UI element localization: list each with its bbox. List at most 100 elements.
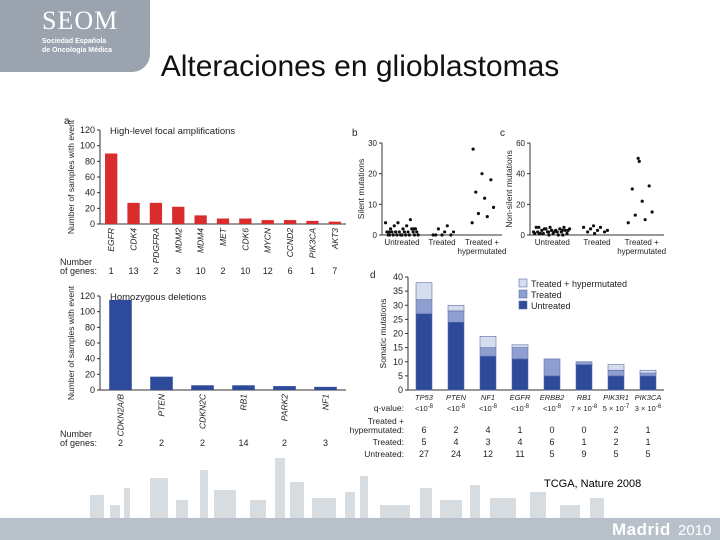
y-axis-label: Somatic mutations [378,299,388,369]
y-tick-label: 40 [85,188,95,198]
group-label: hypermutated [458,247,507,256]
stacked-bar-segment [479,347,497,357]
y-tick-label: 0 [521,231,526,240]
scatter-point [626,221,630,225]
footer-band [0,518,720,540]
bar [172,206,185,224]
scatter-point [586,230,590,234]
scatter-point [582,225,586,229]
bar [149,202,163,224]
scatter-point [408,218,412,222]
y-tick-label: 0 [373,231,378,240]
skyline-building [470,485,480,540]
count-value: 6 [421,425,426,435]
y-tick-label: 80 [85,322,95,332]
stacked-bar-segment [543,358,561,377]
gene-count-label: 2 [200,438,205,448]
scatter-point [556,233,560,237]
scatter-point [485,215,489,219]
group-label: hypermutated [617,247,666,256]
scatter-point [560,228,565,232]
bar [109,299,132,390]
scatter-point [633,213,637,217]
y-tick-label: 20 [85,369,95,379]
scatter-point [540,228,544,232]
panel-title: Homozygous deletions [110,292,206,303]
category-label: NF1 [321,394,331,410]
count-value: 5 [421,437,426,447]
scatter-point [640,199,644,203]
gene-count-title: Number [60,257,92,267]
y-tick-label: 20 [393,329,403,339]
scatter-point [436,227,440,231]
panel-letter: b [352,128,358,139]
scatter-point [394,230,398,234]
scatter-point [406,230,410,234]
category-label: CCND2 [285,228,295,258]
skyline-building [200,470,208,540]
gene-count-label: 2 [153,266,158,276]
scatter-point [534,225,538,229]
legend-swatch [518,289,528,299]
bar [314,386,337,390]
count-value: 12 [483,449,493,459]
count-value: 11 [515,449,524,459]
scatter-point [546,230,551,234]
y-tick-label: 60 [85,338,95,348]
scatter-point [386,233,390,237]
category-label: CDKN2C [198,393,208,429]
scatter-point [410,227,414,231]
gene-count-label: 2 [159,438,164,448]
y-tick-label: 10 [368,200,377,209]
category-label: MDM4 [196,228,206,253]
y-tick-label: 60 [516,139,525,148]
stacked-bar-segment [447,304,465,312]
scatter-point [440,233,444,237]
scatter-point [390,230,394,234]
scatter-point [385,230,389,234]
slide-title: Alteraciones en glioblastomas [160,50,560,83]
y-tick-label: 0 [398,385,403,395]
footer-year: 2010 [678,522,712,539]
scatter-point [470,221,474,225]
scatter-point [588,227,593,231]
stacked-bar-segment [479,336,497,348]
count-value: 5 [645,449,650,459]
y-tick-label: 0 [90,219,95,229]
legend-label: Treated [531,290,562,300]
y-axis-label: Non-silent mutations [504,150,514,227]
bar [127,202,140,224]
gene-count-label: 14 [238,438,248,448]
bar [105,153,118,224]
scatter-point [402,230,406,234]
count-value: 5 [549,449,554,459]
scatter-point [533,231,537,236]
scatter-point [630,187,634,191]
panel-letter: d [370,270,376,281]
scatter-point [548,225,552,229]
scatter-point [449,233,453,237]
scatter-point [605,228,610,232]
scatter-point [549,228,554,232]
category-label: PDGFRA [151,228,161,264]
stacked-bar-segment [607,364,625,371]
scatter-point [388,227,393,231]
stacked-bar-segment [607,375,625,391]
count-value: 6 [549,437,554,447]
count-value: 5 [613,449,618,459]
stacked-bar-segment [511,358,529,391]
scatter-point [412,227,416,231]
scatter-point [407,233,411,237]
category-label: CDKN2A/B [116,394,126,437]
gene-count-label: 10 [196,266,206,276]
scatter-point [598,225,603,229]
category-label: MDM2 [173,228,183,253]
y-tick-label: 5 [398,371,403,381]
qvalue-label: <10-8 [415,404,434,413]
count-value: 4 [453,437,458,447]
skyline-building [360,476,368,540]
count-value: 1 [517,425,522,435]
gene-count-label: 12 [263,266,273,276]
scatter-point [595,228,600,232]
